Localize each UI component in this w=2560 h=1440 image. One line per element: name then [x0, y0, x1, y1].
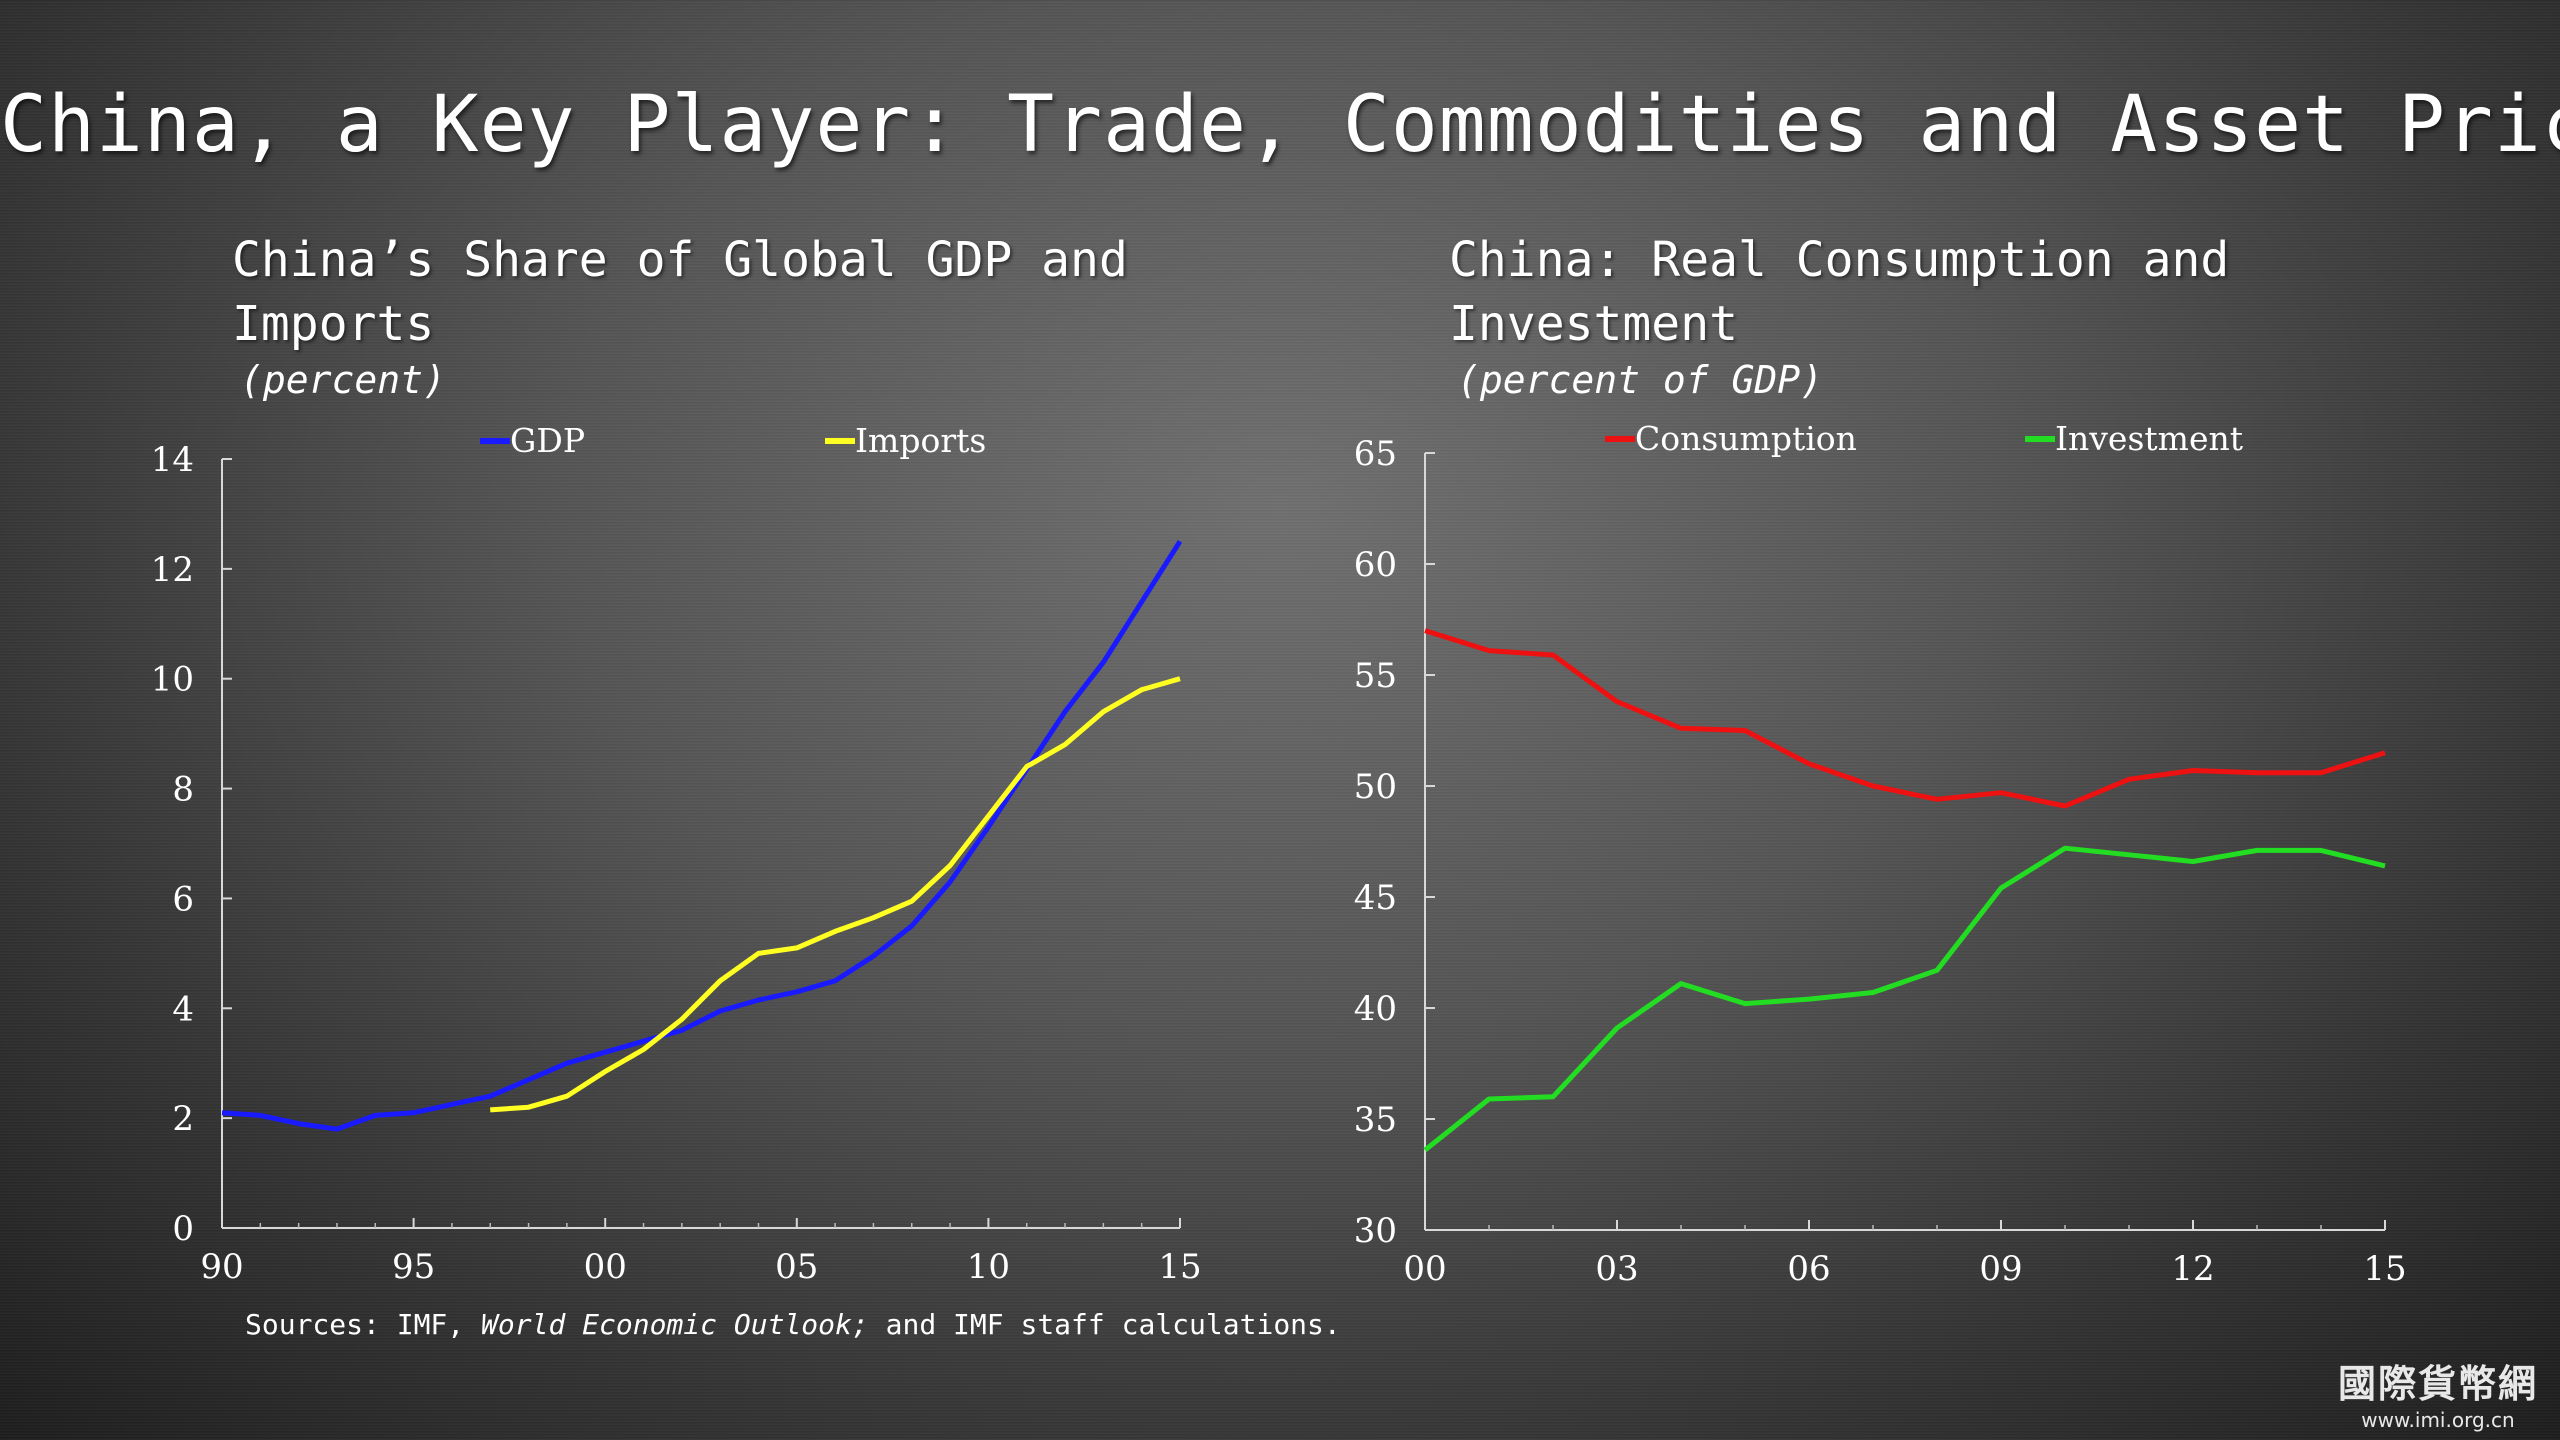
sources-italic: World Economic Outlook;: [481, 1308, 869, 1341]
slide-title: China, a Key Player: Trade, Commodities …: [0, 80, 2560, 170]
series-line-imports: [490, 676, 1181, 1113]
y-tick-label: 45: [1354, 878, 1397, 918]
y-tick-label: 30: [1354, 1211, 1397, 1251]
y-tick-label: 12: [151, 550, 194, 590]
x-tick-label: 90: [200, 1247, 243, 1287]
chart-consumption-investment: 30 35 40 45 50 55 60 65 00 03 06 09 12 15 Consumption I…: [1354, 419, 2407, 1289]
x-tick-label: 15: [1158, 1247, 1201, 1287]
y-tick-label: 55: [1354, 656, 1397, 696]
x-tick-label: 03: [1595, 1249, 1638, 1289]
x-tick-label: 12: [2171, 1249, 2214, 1289]
chart-1-subtitle: (percent): [240, 358, 446, 402]
y-tick-label: 35: [1354, 1100, 1397, 1140]
y-tick-label: 14: [151, 440, 194, 480]
y-tick-label: 2: [172, 1099, 194, 1139]
y-tick-label: 50: [1354, 767, 1397, 807]
y-tick-label: 65: [1354, 434, 1397, 474]
y-tick-label: 4: [172, 989, 194, 1029]
x-tick-label: 09: [1979, 1249, 2022, 1289]
watermark-text: 國際貨幣網: [2337, 1362, 2538, 1406]
x-tick-label: 15: [2363, 1249, 2406, 1289]
x-tick-label: 95: [392, 1247, 435, 1287]
legend-label-consumption: Consumption: [1635, 419, 1857, 458]
y-tick-label: 60: [1354, 545, 1397, 585]
sources-note: Sources: IMF, World Economic Outlook; an…: [245, 1308, 1341, 1341]
chart-gdp-imports: 0 2 4 6 8 10 12 14 90 95 00 05 10 15 GDP Imports: [151, 421, 1202, 1287]
y-tick-label: 6: [172, 879, 194, 919]
y-tick-label: 0: [172, 1209, 194, 1249]
watermark-logo: 國際貨幣網 www.imi.org.cn: [2338, 1353, 2538, 1432]
legend-label-gdp: GDP: [510, 421, 585, 460]
x-tick-label: 06: [1787, 1249, 1830, 1289]
series-line-consumption: [1424, 628, 2386, 809]
y-tick-label: 10: [151, 660, 194, 700]
chart-2-title: China: Real Consumption and Investment: [1449, 232, 2230, 352]
legend-label-imports: Imports: [855, 421, 986, 460]
watermark-url: www.imi.org.cn: [2361, 1408, 2515, 1432]
series-line-investment: [1423, 845, 2386, 1153]
x-tick-label: 00: [1403, 1249, 1446, 1289]
x-tick-label: 10: [967, 1247, 1010, 1287]
x-tick-label: 05: [775, 1247, 818, 1287]
sources-suffix: and IMF staff calculations.: [868, 1308, 1341, 1341]
chart-2-subtitle: (percent of GDP): [1457, 358, 1824, 402]
legend-label-investment: Investment: [2055, 419, 2243, 458]
y-tick-label: 40: [1354, 989, 1397, 1029]
x-tick-label: 00: [584, 1247, 627, 1287]
y-tick-label: 8: [172, 770, 194, 810]
chart-1-title: China’s Share of Global GDP and Imports: [232, 232, 1128, 352]
series-line-gdp: [221, 540, 1183, 1132]
sources-prefix: Sources: IMF,: [245, 1308, 482, 1341]
